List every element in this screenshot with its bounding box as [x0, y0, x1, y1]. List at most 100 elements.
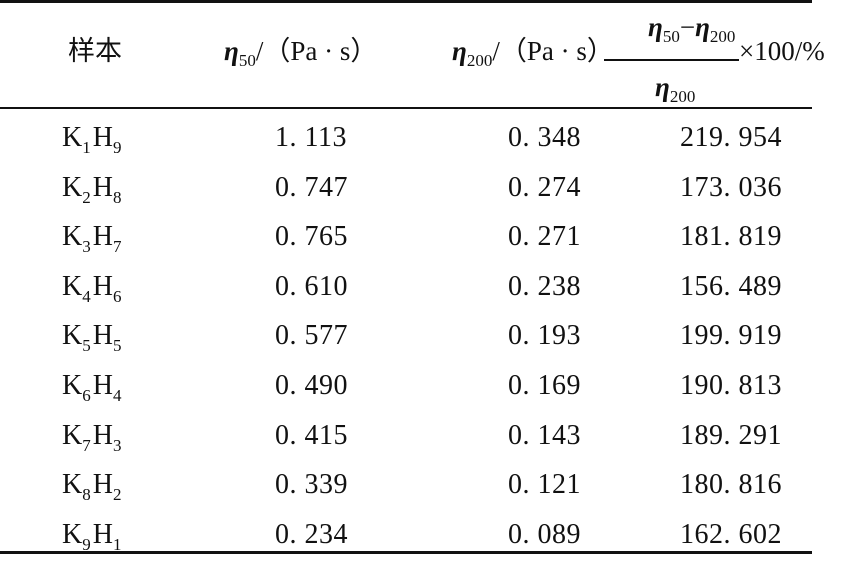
sample-h: H: [92, 270, 113, 302]
sample-cell: K5H5: [62, 320, 123, 356]
eta200-cell: 0. 271: [508, 221, 581, 253]
eta50-cell: 1. 113: [275, 122, 347, 153]
eta200-cell: 0. 274: [508, 171, 581, 203]
table-row: K9H1 0. 234 0. 089 162. 602: [0, 513, 812, 563]
sample-h: H: [92, 370, 113, 401]
eta50-cell: 0. 747: [275, 171, 348, 203]
sample-k-subscript: 5: [82, 336, 91, 356]
sample-cell: K2H8: [62, 171, 123, 207]
sample-k: K: [62, 469, 83, 501]
eta-symbol: η: [655, 72, 670, 102]
fraction-denominator: η200: [655, 72, 696, 106]
table-row: K8H2 0. 339 0. 121 180. 816: [0, 463, 812, 513]
sample-k: K: [62, 221, 83, 253]
sample-h-subscript: 4: [112, 386, 122, 405]
sample-k-subscript: 6: [82, 386, 91, 405]
table-row: K1H9 1. 113 0. 348 219. 954: [0, 116, 812, 166]
sample-k-subscript: 3: [82, 237, 91, 257]
sample-h-subscript: 2: [112, 485, 122, 505]
eta200-cell: 0. 193: [508, 320, 581, 352]
sample-cell: K6H4: [62, 370, 123, 405]
sample-h-subscript: 9: [112, 138, 122, 157]
fraction-bar: [604, 59, 739, 61]
minus-sign: −: [679, 12, 696, 42]
sample-k: K: [62, 270, 83, 302]
sample-h: H: [92, 518, 113, 550]
table-top-rule: [0, 0, 812, 3]
table-header-rule: [0, 107, 812, 109]
sample-k: K: [62, 171, 83, 203]
sample-h-subscript: 1: [112, 534, 122, 554]
eta200-cell: 0. 089: [508, 518, 581, 550]
sample-cell: K8H2: [62, 469, 123, 505]
table-row: K7H3 0. 415 0. 143 189. 291: [0, 414, 812, 464]
ratio-cell: 219. 954: [680, 122, 782, 153]
header-unit: /（Pa · s）: [255, 36, 378, 66]
sample-k: K: [62, 320, 83, 352]
sample-k: K: [62, 419, 83, 451]
sample-k: K: [62, 122, 83, 153]
sample-k-subscript: 7: [82, 435, 91, 455]
sample-cell: K4H6: [62, 270, 123, 306]
table-row: K3H7 0. 765 0. 271 181. 819: [0, 215, 812, 265]
eta200-cell: 0. 238: [508, 270, 581, 302]
sample-h-subscript: 3: [112, 435, 122, 455]
eta-symbol: η: [648, 12, 663, 42]
eta-subscript: 200: [669, 87, 696, 106]
sample-k-subscript: 2: [82, 187, 91, 207]
table-row: K6H4 0. 490 0. 169 190. 813: [0, 364, 812, 414]
header-eta50: η50/（Pa · s）: [224, 36, 378, 70]
eta50-cell: 0. 610: [275, 270, 348, 302]
sample-k: K: [62, 370, 83, 401]
ratio-cell: 173. 036: [680, 171, 782, 203]
sample-k: K: [62, 518, 83, 550]
sample-h: H: [92, 469, 113, 501]
header-ratio-fraction: η50−η200 η200: [600, 12, 745, 106]
sample-k-subscript: 9: [82, 534, 91, 554]
header-ratio-suffix: ×100/%: [739, 36, 825, 66]
sample-h-subscript: 8: [112, 187, 122, 207]
ratio-cell: 162. 602: [680, 518, 782, 550]
sample-h-subscript: 7: [112, 237, 122, 257]
header-unit: /（Pa · s）: [492, 36, 614, 66]
eta50-cell: 0. 415: [275, 419, 348, 451]
ratio-cell: 180. 816: [680, 469, 782, 501]
sample-h: H: [92, 122, 113, 153]
eta50-cell: 0. 339: [275, 469, 348, 501]
sample-k-subscript: 1: [82, 138, 91, 157]
ratio-cell: 189. 291: [680, 419, 782, 451]
eta-subscript: 200: [709, 27, 736, 46]
table-bottom-rule: [0, 551, 812, 554]
sample-h: H: [92, 221, 113, 253]
eta-subscript: 200: [466, 51, 493, 70]
sample-cell: K1H9: [62, 122, 123, 157]
eta50-cell: 0. 765: [275, 221, 348, 253]
sample-h-subscript: 6: [112, 286, 122, 306]
eta200-cell: 0. 121: [508, 469, 581, 501]
sample-cell: K3H7: [62, 221, 123, 257]
sample-h: H: [92, 171, 113, 203]
eta200-cell: 0. 169: [508, 370, 581, 401]
table-row: K4H6 0. 610 0. 238 156. 489: [0, 265, 812, 315]
eta-symbol: η: [452, 36, 467, 66]
sample-cell: K9H1: [62, 518, 123, 554]
header-sample: 样本: [68, 36, 122, 66]
sample-h: H: [92, 419, 113, 451]
ratio-cell: 199. 919: [680, 320, 782, 352]
table-row: K5H5 0. 577 0. 193 199. 919: [0, 314, 812, 364]
sample-k-subscript: 4: [82, 286, 91, 306]
eta200-cell: 0. 143: [508, 419, 581, 451]
eta-subscript: 50: [662, 27, 680, 46]
eta50-cell: 0. 234: [275, 518, 348, 550]
ratio-cell: 190. 813: [680, 370, 782, 401]
sample-cell: K7H3: [62, 419, 123, 455]
eta50-cell: 0. 490: [275, 370, 348, 401]
eta200-cell: 0. 348: [508, 122, 581, 153]
eta50-cell: 0. 577: [275, 320, 348, 352]
ratio-cell: 156. 489: [680, 270, 782, 302]
ratio-cell: 181. 819: [680, 221, 782, 253]
eta-subscript: 50: [238, 51, 256, 70]
sample-k-subscript: 8: [82, 485, 91, 505]
sample-h: H: [92, 320, 113, 352]
eta-symbol: η: [695, 12, 710, 42]
